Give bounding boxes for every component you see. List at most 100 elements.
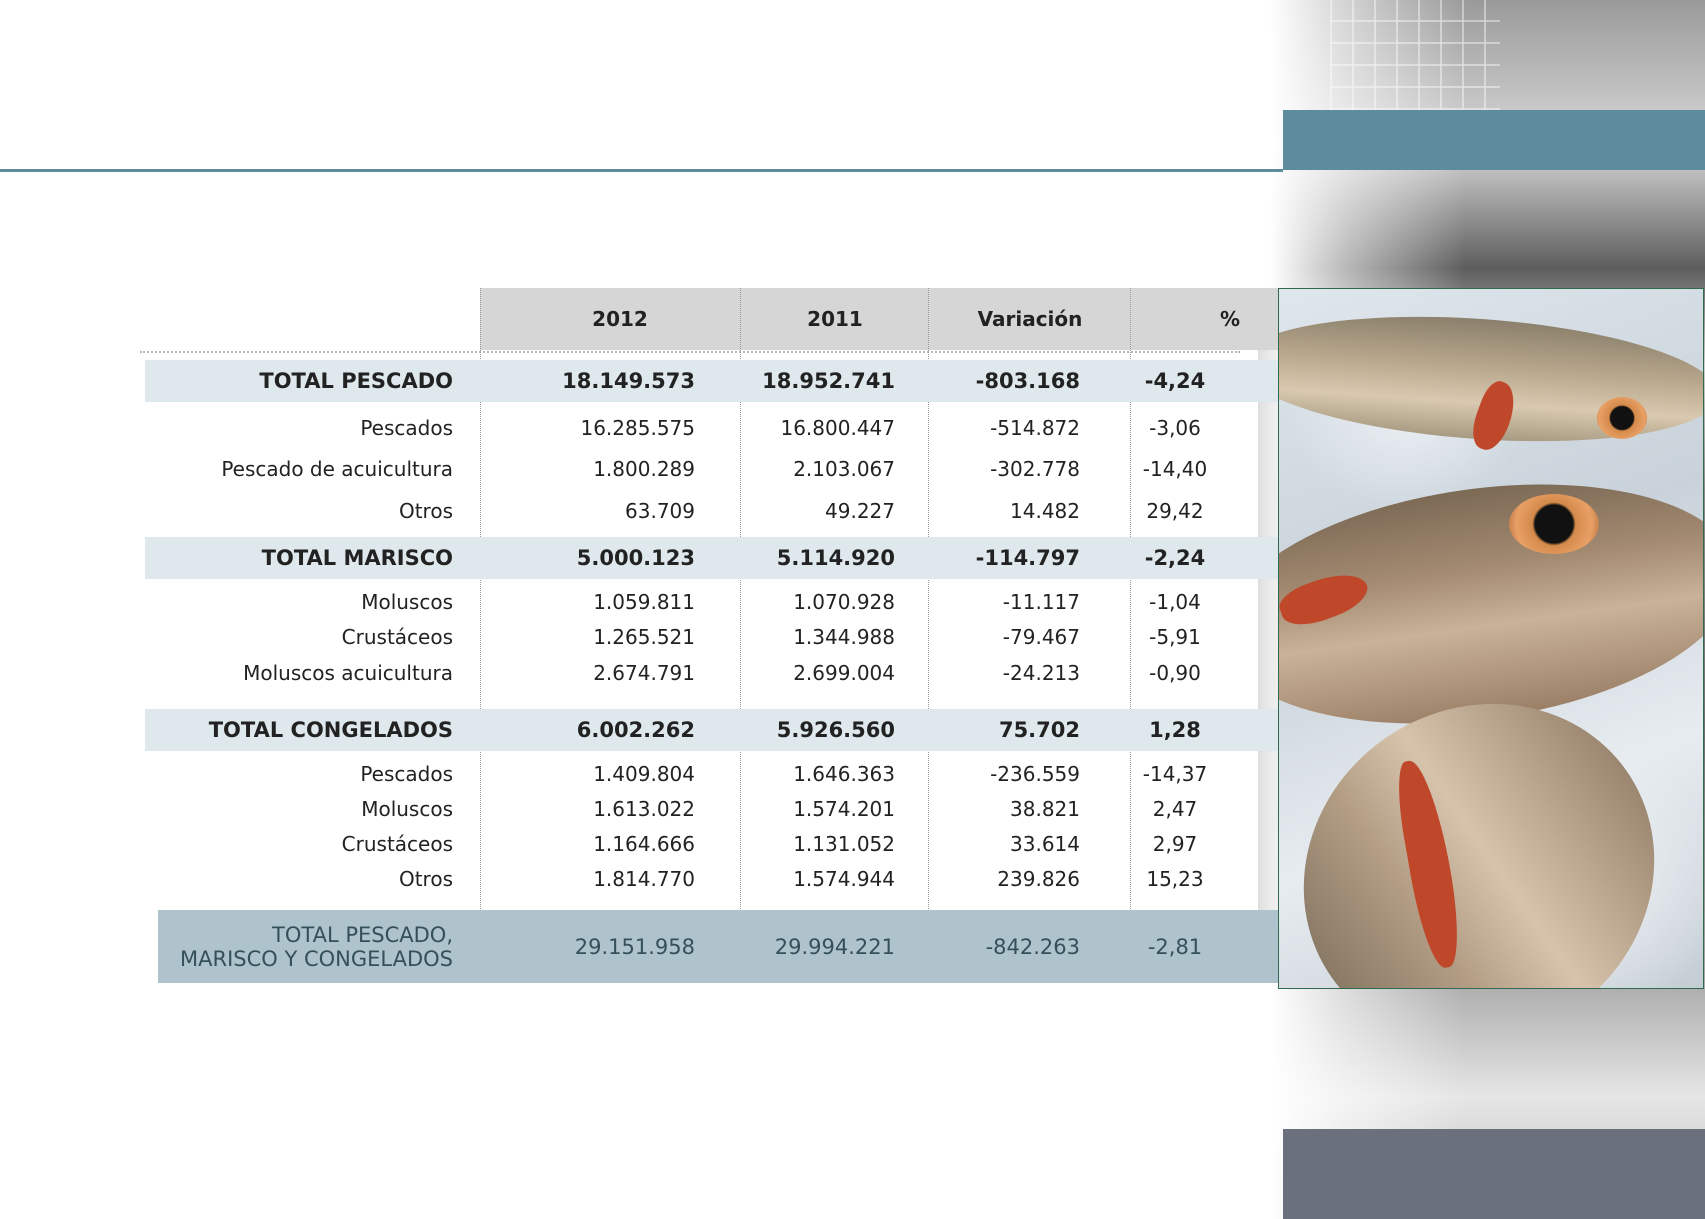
fish-eye [1597,397,1647,439]
cell-2011: 1.070.928 [793,590,895,614]
fish-photo [1278,288,1704,989]
table-header-bg [480,288,1278,350]
data-table: 2012 2011 Variación % TOTAL PESCADO 18.1… [140,288,1278,983]
cell-2012: 6.002.262 [576,718,695,742]
cell-percent: -1,04 [1149,590,1201,614]
table-row-total-congelados: TOTAL CONGELADOS 6.002.262 5.926.560 75.… [145,709,1278,751]
cell-variacion: -842.263 [985,934,1080,959]
cell-variacion: 75.702 [998,718,1080,742]
table-row: Moluscos 1.059.811 1.070.928 -11.117 -1,… [145,585,1278,619]
column-divider [740,288,741,983]
cell-percent: -2,24 [1144,546,1206,570]
cell-variacion: 239.826 [997,867,1080,891]
column-divider [480,288,481,983]
cell-percent: -0,90 [1149,661,1201,685]
cell-2012: 63.709 [625,499,695,523]
cell-2012: 2.674.791 [593,661,695,685]
cell-variacion: -11.117 [1002,590,1080,614]
cell-2012: 1.800.289 [593,457,695,481]
cell-percent: -4,24 [1144,369,1206,393]
fish-eye [1509,494,1599,554]
row-label: Moluscos [361,797,453,821]
cell-2012: 29.151.958 [574,934,695,959]
cell-2011: 1.344.988 [793,625,895,649]
cell-2012: 1.164.666 [593,832,695,856]
table-right-fade [1258,288,1278,983]
row-label: Pescados [360,416,453,440]
cell-2012: 1.059.811 [593,590,695,614]
row-label: Moluscos acuicultura [243,661,453,685]
table-row-total-marisco: TOTAL MARISCO 5.000.123 5.114.920 -114.7… [145,537,1278,579]
cell-2011: 2.699.004 [793,661,895,685]
cell-variacion: -302.778 [990,457,1080,481]
decorative-grid [1330,0,1500,110]
table-row-total-pescado: TOTAL PESCADO 18.149.573 18.952.741 -803… [145,360,1278,402]
grand-total-label: TOTAL PESCADO, MARISCO Y CONGELADOS [145,910,453,983]
table-row: Pescado de acuicultura 1.800.289 2.103.0… [145,449,1278,489]
cell-2012: 18.149.573 [562,369,695,393]
cell-percent: -14,40 [1142,457,1208,481]
cell-2011: 5.114.920 [776,546,895,570]
cell-2011: 5.926.560 [776,718,895,742]
cell-percent: 15,23 [1146,867,1204,891]
header-2011: 2011 [807,307,863,331]
table-row: Moluscos acuicultura 2.674.791 2.699.004… [145,655,1278,691]
cell-variacion: -514.872 [990,416,1080,440]
cell-variacion: 33.614 [1010,832,1080,856]
cell-2012: 1.814.770 [593,867,695,891]
table-row: Otros 1.814.770 1.574.944 239.826 15,23 [145,862,1278,896]
row-label: Pescados [360,762,453,786]
cell-2011: 29.994.221 [774,934,895,959]
cell-variacion: -114.797 [975,546,1080,570]
grand-total-label-line2: MARISCO Y CONGELADOS [180,946,453,971]
row-label: Crustáceos [341,832,453,856]
header-2012: 2012 [592,307,648,331]
cell-2012: 5.000.123 [576,546,695,570]
cell-percent: 2,97 [1152,832,1198,856]
grand-total-label-line1: TOTAL PESCADO, [272,922,453,947]
cell-variacion: 14.482 [1010,499,1080,523]
cell-variacion: -803.168 [975,369,1080,393]
table-row: Crustáceos 1.265.521 1.344.988 -79.467 -… [145,620,1278,654]
cell-2012: 1.613.022 [593,797,695,821]
header-rule [0,169,1283,172]
cell-2012: 1.265.521 [593,625,695,649]
header-variacion: Variación [977,307,1083,331]
cell-variacion: 38.821 [1010,797,1080,821]
cell-percent: -3,06 [1149,416,1201,440]
cell-percent: 29,42 [1146,499,1204,523]
cell-percent: -2,81 [1147,934,1203,959]
table-row: Pescados 16.285.575 16.800.447 -514.872 … [145,408,1278,448]
cell-2011: 2.103.067 [793,457,895,481]
row-label: TOTAL PESCADO [259,369,453,393]
row-label: Otros [398,499,453,523]
table-row: Crustáceos 1.164.666 1.131.052 33.614 2,… [145,827,1278,861]
cell-percent: -5,91 [1149,625,1201,649]
row-label: Crustáceos [341,625,453,649]
header-divider [140,351,1240,353]
cell-percent: 1,28 [1149,718,1201,742]
header-percent: % [1219,307,1241,331]
accent-bar-top [1283,110,1705,170]
cell-percent: 2,47 [1152,797,1198,821]
row-label: TOTAL CONGELADOS [208,718,453,742]
cell-variacion: -79.467 [1002,625,1080,649]
footer-bar [1283,1129,1705,1219]
row-label: TOTAL MARISCO [261,546,453,570]
column-divider [928,288,929,983]
cell-variacion: -236.559 [990,762,1080,786]
cell-2011: 1.574.201 [793,797,895,821]
cell-2011: 16.800.447 [780,416,895,440]
cell-2011: 1.646.363 [793,762,895,786]
cell-2012: 16.285.575 [580,416,695,440]
table-row-grand-total: TOTAL PESCADO, MARISCO Y CONGELADOS 29.1… [158,910,1278,983]
table-row: Otros 63.709 49.227 14.482 29,42 [145,490,1278,532]
cell-2011: 49.227 [825,499,895,523]
cell-2012: 1.409.804 [593,762,695,786]
cell-2011: 1.131.052 [793,832,895,856]
row-label: Moluscos [361,590,453,614]
row-label: Pescado de acuicultura [221,457,453,481]
cell-percent: -14,37 [1142,762,1208,786]
table-row: Pescados 1.409.804 1.646.363 -236.559 -1… [145,757,1278,791]
cell-2011: 1.574.944 [793,867,895,891]
